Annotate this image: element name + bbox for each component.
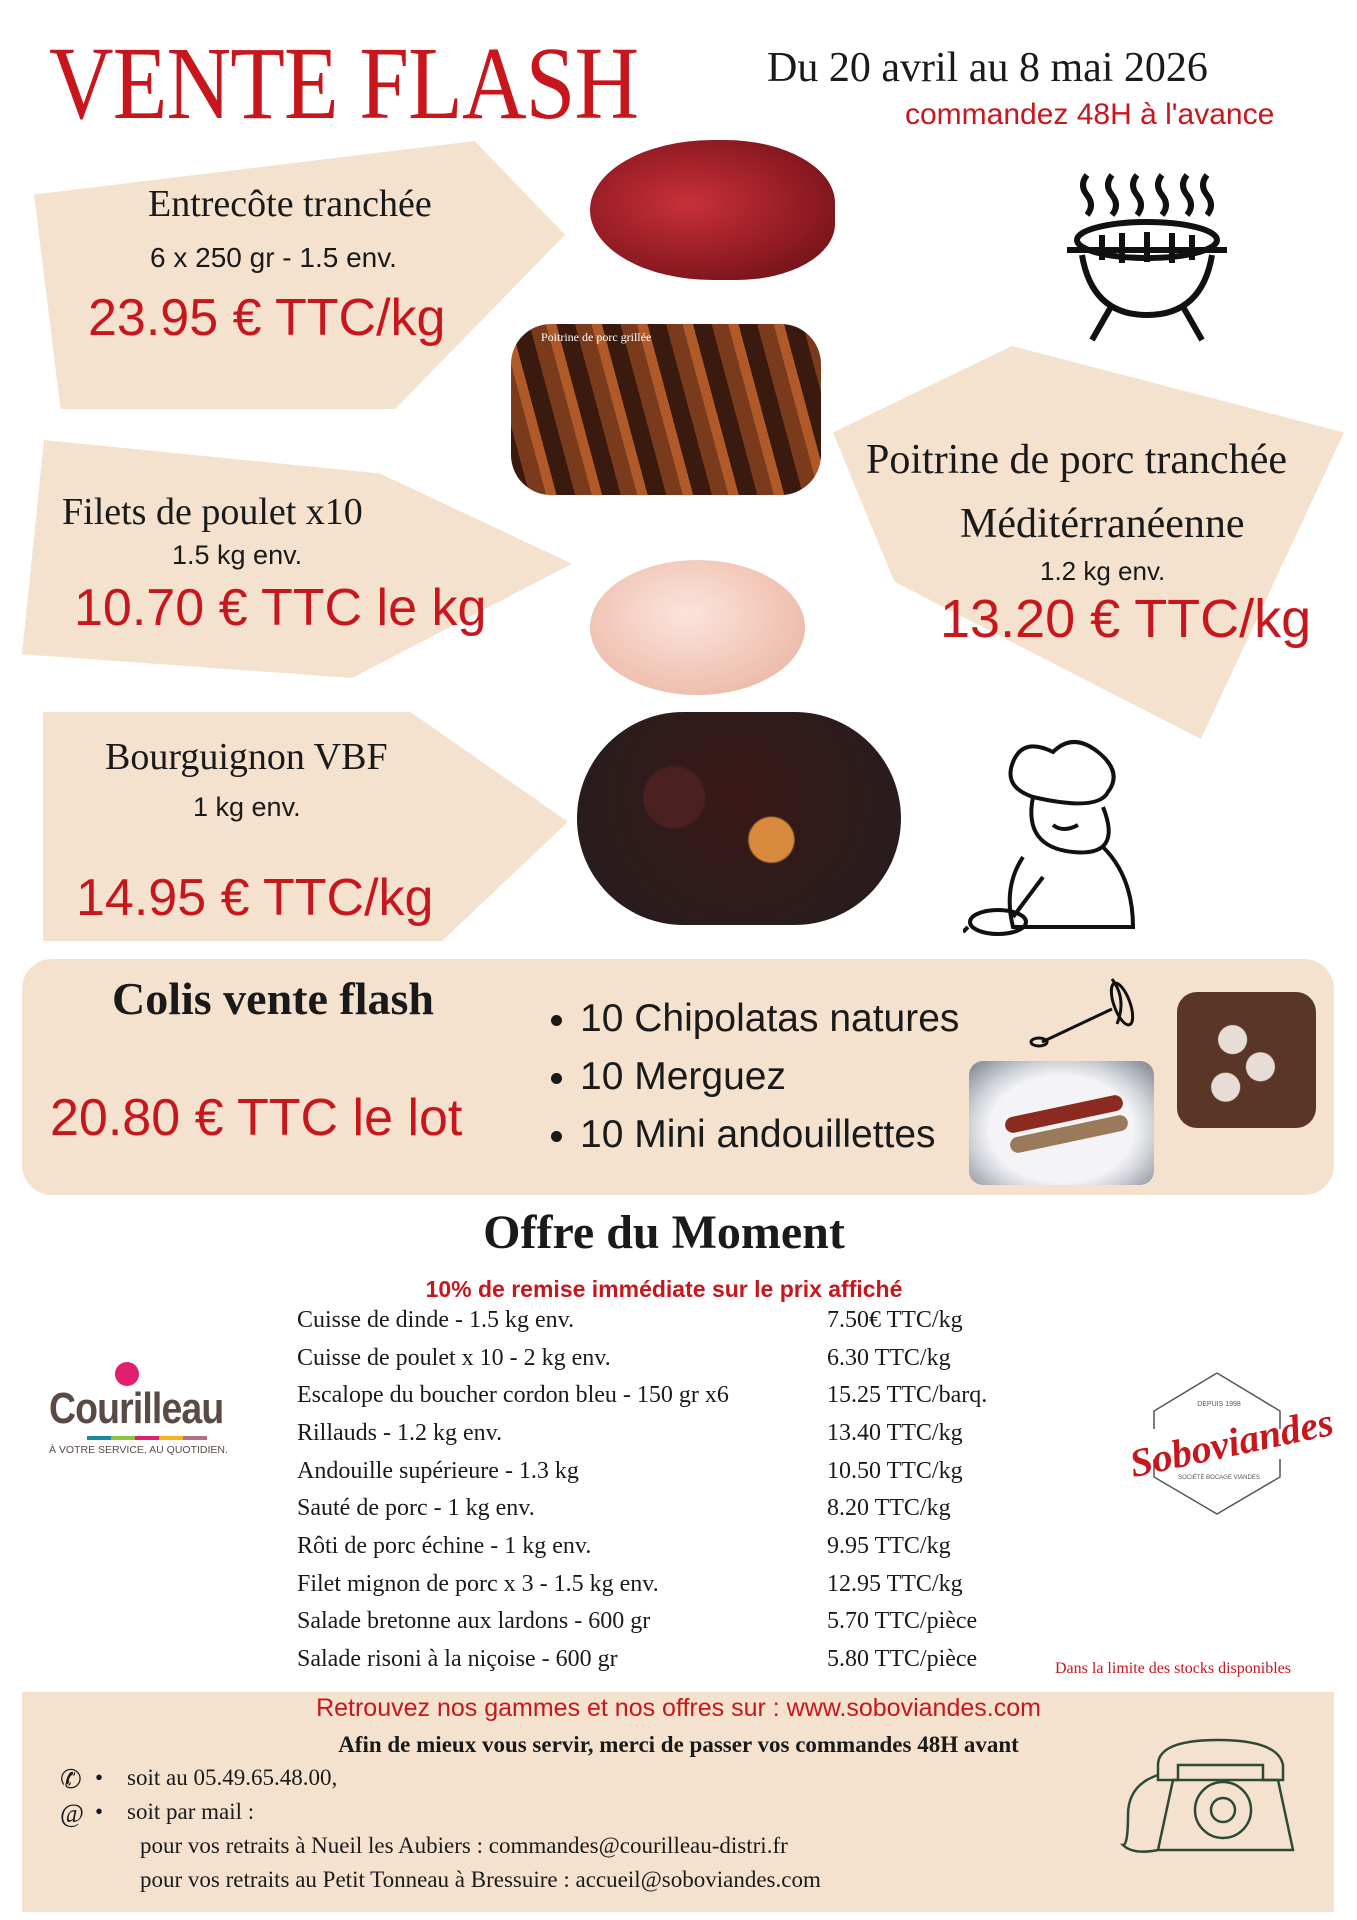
sausage-fork-icon xyxy=(1029,978,1135,1048)
offer-item: Filet mignon de porc x 3 - 1.5 kg env. xyxy=(297,1571,659,1597)
product-name: Entrecôte tranchée xyxy=(148,183,432,225)
website-line[interactable]: Retrouvez nos gammes et nos offres sur :… xyxy=(316,1694,1041,1722)
phone-icon: ✆ xyxy=(60,1765,82,1794)
logo-company: SOCIÉTÉ BOCAGE VIANDES xyxy=(1178,1475,1260,1481)
offer-price: 7.50€ TTC/kg xyxy=(827,1307,963,1333)
offer-price: 13.40 TTC/kg xyxy=(827,1420,963,1446)
offer-item: Cuisse de poulet x 10 - 2 kg env. xyxy=(297,1345,611,1371)
list-item: 10 Chipolatas natures xyxy=(580,990,959,1048)
offer-price: 5.70 TTC/pièce xyxy=(827,1608,978,1634)
product-detail: 1.5 kg env. xyxy=(172,540,303,570)
grilled-pork-image: Poitrine de porc grillée xyxy=(511,324,821,495)
product-name-line2: Méditérranéenne xyxy=(960,501,1245,547)
offer-price: 8.20 TTC/kg xyxy=(827,1495,951,1521)
offer-price: 9.95 TTC/kg xyxy=(827,1533,951,1559)
colis-price: 20.80 € TTC le lot xyxy=(50,1089,463,1147)
product-detail: 1 kg env. xyxy=(193,792,301,822)
order-intro: Afin de mieux vous servir, merci de pass… xyxy=(338,1732,1019,1757)
colis-items: 10 Chipolatas natures 10 Merguez 10 Mini… xyxy=(580,990,959,1164)
offer-subtitle: 10% de remise immédiate sur le prix affi… xyxy=(425,1276,903,1302)
list-item: 10 Merguez xyxy=(580,1048,959,1106)
offer-item: Sauté de porc - 1 kg env. xyxy=(297,1495,535,1521)
product-price: 13.20 € TTC/kg xyxy=(940,589,1312,649)
date-range: Du 20 avril au 8 mai 2026 xyxy=(767,45,1208,91)
page-title: VENTE FLASH xyxy=(49,26,639,141)
offer-item: Salade risoni à la niçoise - 600 gr xyxy=(297,1646,618,1672)
footer-panel xyxy=(22,1692,1334,1912)
order-notice: commandez 48H à l'avance xyxy=(905,98,1275,131)
offer-price: 5.80 TTC/pièce xyxy=(827,1646,978,1672)
bullet: • xyxy=(95,1765,104,1790)
list-item: 10 Mini andouillettes xyxy=(580,1106,959,1164)
colis-title: Colis vente flash xyxy=(112,973,434,1024)
offer-item: Rillauds - 1.2 kg env. xyxy=(297,1420,503,1446)
soboviandes-logo: DEPUIS 1998 Soboviandes SOCIÉTÉ BOCAGE V… xyxy=(1124,1371,1337,1516)
chicken-image xyxy=(590,560,805,695)
mail-nueil[interactable]: pour vos retraits à Nueil les Aubiers : … xyxy=(140,1833,788,1858)
mail-line: soit par mail : xyxy=(127,1799,255,1824)
offer-item: Cuisse de dinde - 1.5 kg env. xyxy=(297,1307,575,1333)
logo-since: DEPUIS 1998 xyxy=(1197,1401,1241,1408)
offer-price: 12.95 TTC/kg xyxy=(827,1571,963,1597)
product-detail: 6 x 250 gr - 1.5 env. xyxy=(150,242,397,273)
offer-item: Andouille supérieure - 1.3 kg xyxy=(297,1458,579,1484)
courilleau-tagline: À VOTRE SERVICE, AU QUOTIDIEN. xyxy=(49,1444,228,1456)
offer-item: Escalope du boucher cordon bleu - 150 gr… xyxy=(297,1382,729,1408)
sausage-plate-image xyxy=(969,1061,1154,1185)
product-detail: 1.2 kg env. xyxy=(1040,556,1166,586)
offer-price: 6.30 TTC/kg xyxy=(827,1345,951,1371)
courilleau-logo: Courilleau À VOTRE SERVICE, AU QUOTIDIEN… xyxy=(49,1362,245,1457)
product-price: 23.95 € TTC/kg xyxy=(88,289,446,347)
chef-icon xyxy=(963,740,1136,936)
at-icon: @ xyxy=(60,1799,84,1828)
product-name: Filets de poulet x10 xyxy=(62,491,363,533)
phone-line[interactable]: soit au 05.49.65.48.00, xyxy=(127,1765,338,1790)
photo-caption: Poitrine de porc grillée xyxy=(541,330,652,344)
rotary-phone-icon xyxy=(1119,1738,1295,1853)
steak-image xyxy=(590,140,835,280)
barbecue-icon xyxy=(1067,173,1227,342)
offer-item: Rôti de porc échine - 1 kg env. xyxy=(297,1533,592,1559)
product-name: Bourguignon VBF xyxy=(105,736,388,778)
courilleau-wordmark: Courilleau xyxy=(49,1384,224,1433)
offer-title: Offre du Moment xyxy=(483,1206,845,1259)
mail-bressuire[interactable]: pour vos retraits au Petit Tonneau à Bre… xyxy=(140,1867,821,1892)
product-name: Poitrine de porc tranchée xyxy=(866,437,1287,483)
product-price: 14.95 € TTC/kg xyxy=(76,869,434,927)
product-price: 10.70 € TTC le kg xyxy=(74,579,487,637)
offer-item: Salade bretonne aux lardons - 600 gr xyxy=(297,1608,651,1634)
bourguignon-image xyxy=(577,712,901,925)
bullet: • xyxy=(95,1799,104,1824)
offer-price: 10.50 TTC/kg xyxy=(827,1458,963,1484)
andouillette-image xyxy=(1177,992,1316,1128)
offer-price: 15.25 TTC/barq. xyxy=(827,1382,988,1408)
stock-note: Dans la limite des stocks disponibles xyxy=(1055,1660,1291,1677)
